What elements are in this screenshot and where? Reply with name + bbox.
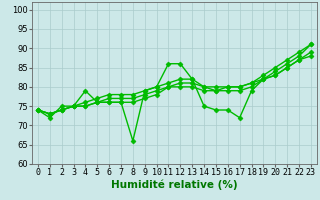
X-axis label: Humidité relative (%): Humidité relative (%) (111, 180, 238, 190)
